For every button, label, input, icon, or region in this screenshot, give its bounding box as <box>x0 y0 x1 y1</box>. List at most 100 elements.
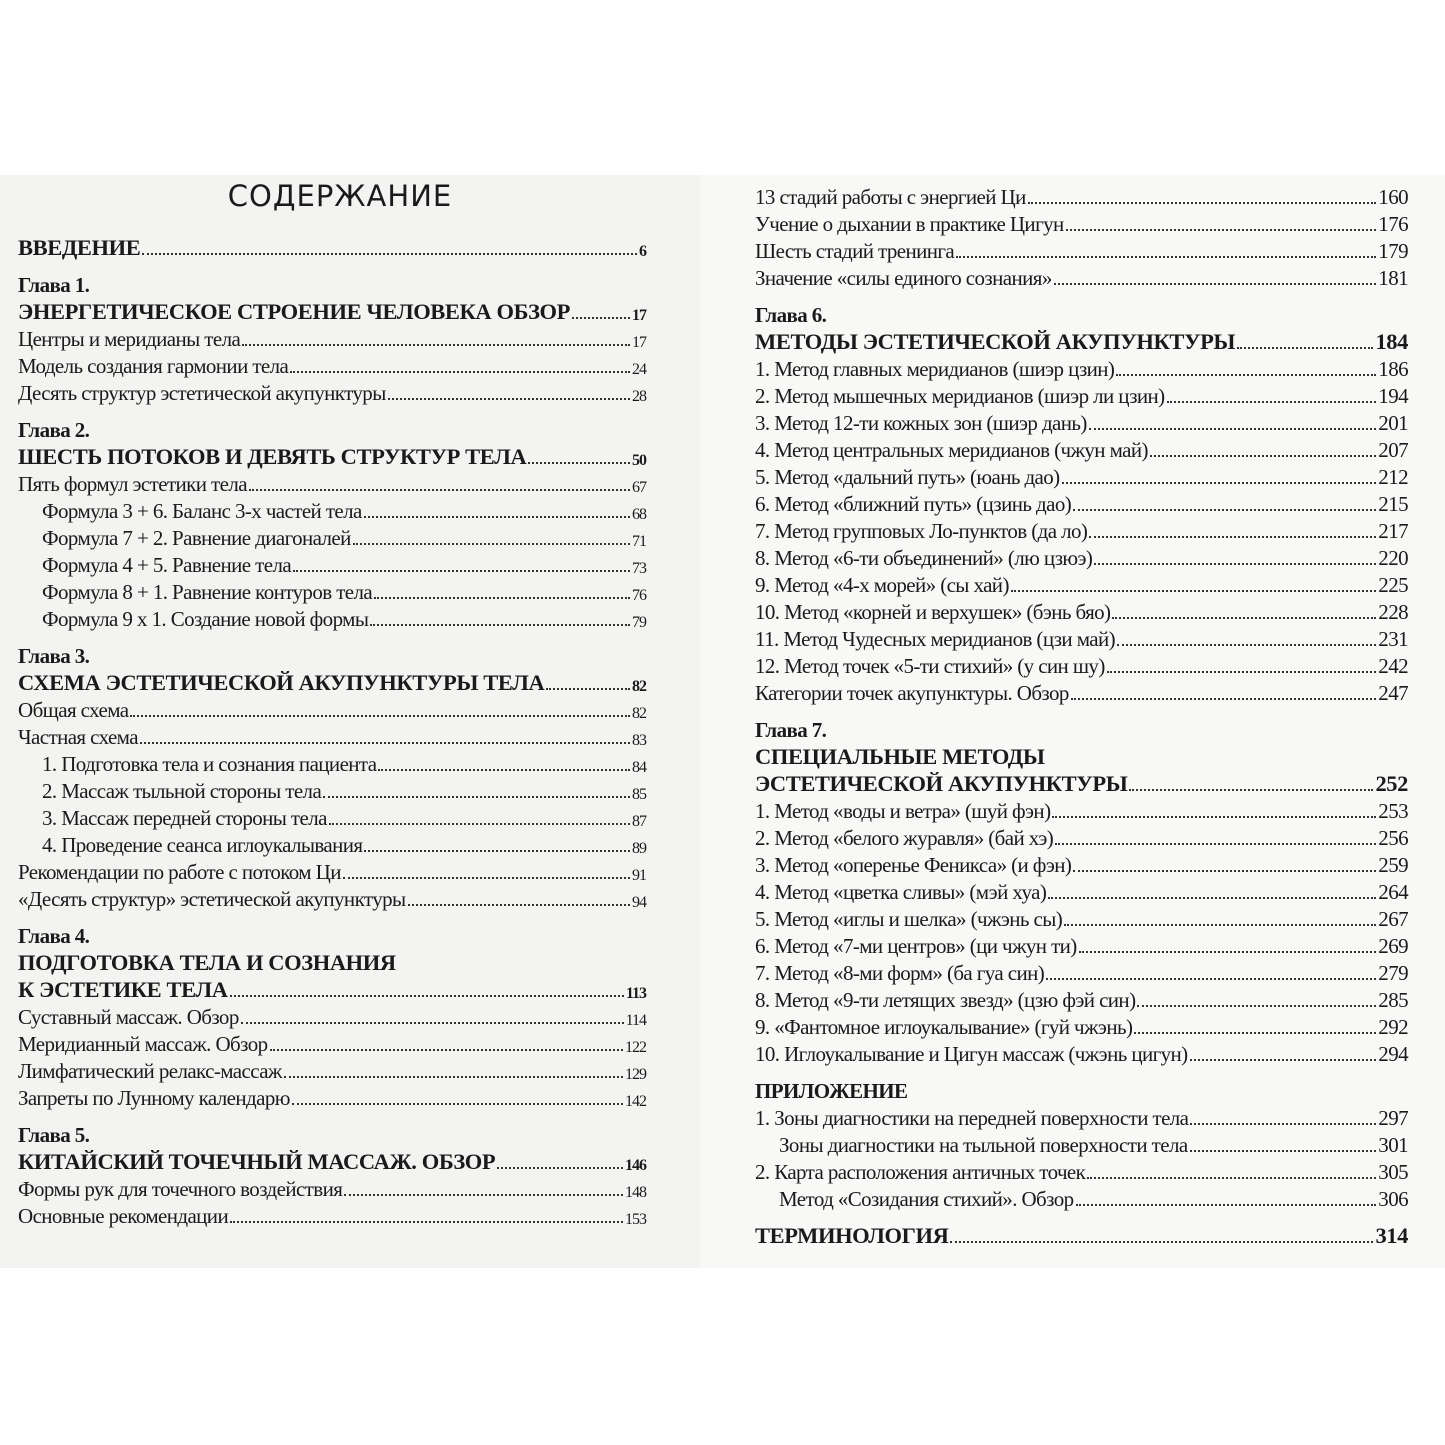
toc-entry-heading: ПОДГОТОВКА ТЕЛА И СОЗНАНИЯ <box>18 949 646 976</box>
toc-entry-title: Глава 2. <box>18 418 90 442</box>
toc-page-number: 228 <box>1378 600 1408 624</box>
dot-leader <box>1149 455 1377 457</box>
toc-entry-title: 8. Метод «9-ти летящих звезд» (цзю фэй с… <box>755 988 1136 1012</box>
toc-entry-title: Глава 5. <box>18 1123 90 1147</box>
toc-entry-intro: ВВЕДЕНИЕ 6 <box>18 234 647 261</box>
dot-leader <box>1052 816 1377 818</box>
toc-entry-item: Частная схема 83 <box>18 723 647 750</box>
toc-entry-title: К ЭСТЕТИКЕ ТЕЛА <box>18 977 228 1002</box>
toc-page-number: 225 <box>1378 573 1408 597</box>
toc-entry-item: 6. Метод «ближний путь» (цзинь дао) 215 <box>755 490 1409 517</box>
right-page: 13 стадий работы с энергией Ци 160 Учение … <box>700 175 1445 1268</box>
toc-entry-item: 10. Метод «корней и верхушек» (бэнь бяо)… <box>755 598 1409 625</box>
toc-page-number: 179 <box>1378 239 1408 263</box>
toc-page-number: 201 <box>1378 411 1408 435</box>
toc-entry-item: 4. Метод «цветка сливы» (мэй хуа) 264 <box>755 878 1409 905</box>
toc-entry-title: Глава 1. <box>18 273 90 297</box>
toc-entry-title: 13 стадий работы с энергией Ци <box>755 185 1026 209</box>
toc-entry-title: ШЕСТЬ ПОТОКОВ И ДЕВЯТЬ СТРУКТУР ТЕЛА <box>18 444 527 469</box>
toc-entry-heading: ЭНЕРГЕТИЧЕСКОЕ СТРОЕНИЕ ЧЕЛОВЕКА ОБЗОР 17 <box>18 298 647 325</box>
toc-left-column: ВВЕДЕНИЕ 6 Глава 1. ЭНЕРГЕТИЧЕСКОЕ СТРОЕНИЕ… <box>18 234 647 1229</box>
toc-entry-title: Формула 7 + 2. Равнение диагоналей <box>42 526 351 550</box>
dot-leader <box>387 398 630 400</box>
dot-leader <box>130 715 630 717</box>
toc-entry-sub: Формула 7 + 2. Равнение диагоналей 71 <box>18 524 647 551</box>
toc-page-number: 186 <box>1378 357 1408 381</box>
toc-entry-title: Меридианный массаж. Обзор <box>18 1032 268 1056</box>
dot-leader <box>950 1241 1374 1243</box>
toc-entry-title: Формы рук для точечного воздействия <box>18 1177 343 1201</box>
toc-entry-item: 13 стадий работы с энергией Ци 160 <box>755 183 1409 210</box>
toc-entry-title: 4. Метод центральных меридианов (чжун ма… <box>755 438 1148 462</box>
dot-leader <box>497 1167 623 1169</box>
toc-entry-item: 6. Метод «7-ми центров» (ци чжун ти) 269 <box>755 932 1409 959</box>
toc-page-number: 256 <box>1378 826 1408 850</box>
toc-page-number: 82 <box>632 705 647 722</box>
toc-page-number: 28 <box>632 388 647 405</box>
toc-entry-title: 2. Метод мышечных меридианов (шиэр ли цз… <box>755 384 1165 408</box>
toc-entry-title: Формула 4 + 5. Равнение тела <box>42 553 292 577</box>
dot-leader <box>364 850 630 852</box>
toc-entry-chapter: Глава 5. <box>18 1121 646 1148</box>
toc-entry-item: Меридианный массаж. Обзор 122 <box>18 1030 647 1057</box>
toc-entry-title: Основные рекомендации <box>18 1204 229 1228</box>
dot-leader <box>342 877 630 879</box>
toc-page-number: 85 <box>632 786 647 803</box>
toc-entry-item: 11. Метод Чудесных меридианов (цзи май) 2… <box>755 625 1409 652</box>
dot-leader <box>248 489 630 491</box>
toc-page-number: 94 <box>632 894 647 911</box>
toc-page-number: 129 <box>625 1066 647 1083</box>
dot-leader <box>1106 671 1377 673</box>
toc-page-number: 305 <box>1378 1160 1408 1184</box>
toc-entry-title: 9. «Фантомное иглоукалывание» (гуй чжэнь… <box>755 1015 1133 1039</box>
toc-entry-title: 3. Массаж передней стороны тела <box>42 806 327 830</box>
toc-entry-chapter-end: ТЕРМИНОЛОГИЯ 314 <box>755 1222 1408 1249</box>
toc-entry-item: «Десять структур» эстетической акупункту… <box>18 885 647 912</box>
toc-page-number: 73 <box>632 560 647 577</box>
toc-page-number: 153 <box>625 1211 647 1228</box>
toc-entry-title: 10. Метод «корней и верхушек» (бэнь бяо) <box>755 600 1111 624</box>
toc-page-number: 83 <box>632 732 647 749</box>
dot-leader <box>1010 590 1377 592</box>
toc-page-number: 264 <box>1378 880 1408 904</box>
dot-leader <box>363 516 630 518</box>
toc-entry-heading: СХЕМА ЭСТЕТИЧЕСКОЙ АКУПУНКТУРЫ ТЕЛА 82 <box>18 669 647 696</box>
toc-entry-item: 2. Метод «белого журавля» (бай хэ) 256 <box>755 824 1409 851</box>
toc-entry-title: Частная схема <box>18 725 139 749</box>
dot-leader <box>142 253 637 255</box>
toc-entry-item: 7. Метод «8-ми форм» (ба гуа син) 279 <box>755 959 1409 986</box>
toc-entry-heading: ЭСТЕТИЧЕСКОЙ АКУПУНКТУРЫ 252 <box>755 770 1408 797</box>
toc-entry-title: СХЕМА ЭСТЕТИЧЕСКОЙ АКУПУНКТУРЫ ТЕЛА <box>18 670 545 695</box>
toc-page-number: 84 <box>632 759 647 776</box>
toc-entry-title: 2. Метод «белого журавля» (бай хэ) <box>755 826 1054 850</box>
toc-page-number: 89 <box>632 840 647 857</box>
toc-entry-sub: 4. Проведение сеанса иглоукалывания 89 <box>18 831 647 858</box>
dot-leader <box>344 1194 623 1196</box>
toc-entry-title: ПРИЛОЖЕНИЕ <box>755 1079 908 1103</box>
toc-page-number: 176 <box>1378 212 1408 236</box>
toc-page-number: 279 <box>1378 961 1408 985</box>
toc-entry-title: 6. Метод «ближний путь» (цзинь дао) <box>755 492 1072 516</box>
toc-entry-chapter: Глава 1. <box>18 271 646 298</box>
contents-title: СОДЕРЖАНИЕ <box>227 179 453 213</box>
dot-leader <box>1094 563 1377 565</box>
dot-leader <box>1190 1123 1377 1125</box>
dot-leader <box>1237 347 1374 349</box>
toc-entry-title: Шесть стадий тренинга <box>755 239 955 263</box>
dot-leader <box>328 823 630 825</box>
dot-leader <box>1088 428 1377 430</box>
toc-entry-sub: Формула 4 + 5. Равнение тела 73 <box>18 551 647 578</box>
dot-leader <box>1137 1005 1377 1007</box>
toc-page-number: 259 <box>1378 853 1408 877</box>
toc-entry-item: Десять структур эстетической акупунктуры… <box>18 379 647 406</box>
toc-entry-heading: К ЭСТЕТИКЕ ТЕЛА 113 <box>18 976 647 1003</box>
toc-page-number: 67 <box>632 479 647 496</box>
dot-leader <box>1075 1204 1377 1206</box>
toc-entry-title: Пять формул эстетики тела <box>18 472 248 496</box>
toc-entry-item: Учение о дыхании в практике Цигун 176 <box>755 210 1409 237</box>
toc-entry-item: Суставный массаж. Обзор 114 <box>18 1003 647 1030</box>
toc-page-number: 269 <box>1378 934 1408 958</box>
toc-entry-item: 8. Метод «6-ти объединений» (лю цзюэ) 220 <box>755 544 1409 571</box>
toc-entry-title: 9. Метод «4-х морей» (сы хай) <box>755 573 1009 597</box>
toc-page-number: 146 <box>625 1157 647 1174</box>
